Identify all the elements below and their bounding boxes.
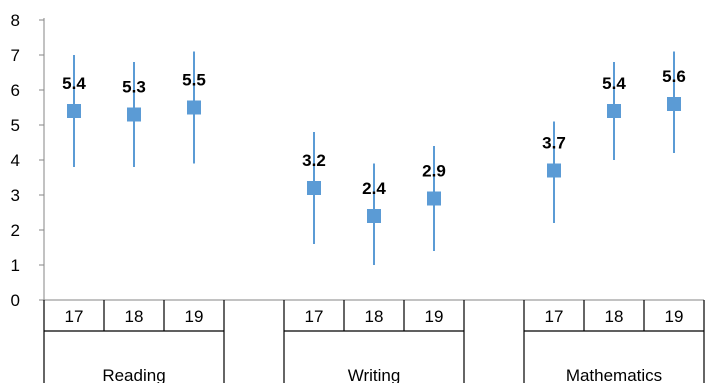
x-tick-label: 18 xyxy=(605,307,624,326)
data-label: 5.6 xyxy=(662,67,686,86)
x-tick-label: 19 xyxy=(425,307,444,326)
data-point xyxy=(67,104,81,118)
data-label: 2.9 xyxy=(422,162,446,181)
data-point xyxy=(127,107,141,122)
group-label: Mathematics xyxy=(566,366,662,383)
data-point xyxy=(307,181,321,195)
data-label: 5.4 xyxy=(62,74,86,93)
x-tick-label: 18 xyxy=(365,307,384,326)
group-label: Reading xyxy=(102,366,165,383)
y-tick-label: 3 xyxy=(11,186,20,205)
group-label: Writing xyxy=(348,366,401,383)
data-point xyxy=(187,100,201,115)
data-point xyxy=(607,104,621,118)
y-tick-label: 6 xyxy=(11,81,20,100)
y-tick-label: 1 xyxy=(11,256,20,275)
data-point xyxy=(367,209,381,223)
x-tick-label: 17 xyxy=(305,307,324,326)
x-tick-label: 17 xyxy=(65,307,84,326)
y-tick-label: 4 xyxy=(11,151,20,170)
data-point xyxy=(667,97,681,111)
data-label: 3.7 xyxy=(542,134,566,153)
x-tick-label: 19 xyxy=(665,307,684,326)
y-tick-label: 7 xyxy=(11,46,20,65)
data-label: 5.4 xyxy=(602,74,626,93)
y-tick-label: 8 xyxy=(11,11,20,30)
x-tick-label: 18 xyxy=(125,307,144,326)
x-tick-label: 19 xyxy=(185,307,204,326)
data-label: 2.4 xyxy=(362,179,386,198)
y-tick-label: 5 xyxy=(11,116,20,135)
data-point xyxy=(547,163,561,178)
x-tick-label: 17 xyxy=(545,307,564,326)
data-point xyxy=(427,191,441,206)
data-label: 3.2 xyxy=(302,151,326,170)
data-label: 5.5 xyxy=(182,71,206,90)
data-label: 5.3 xyxy=(122,78,146,97)
y-tick-label: 2 xyxy=(11,221,20,240)
y-tick-label: 0 xyxy=(11,291,20,310)
